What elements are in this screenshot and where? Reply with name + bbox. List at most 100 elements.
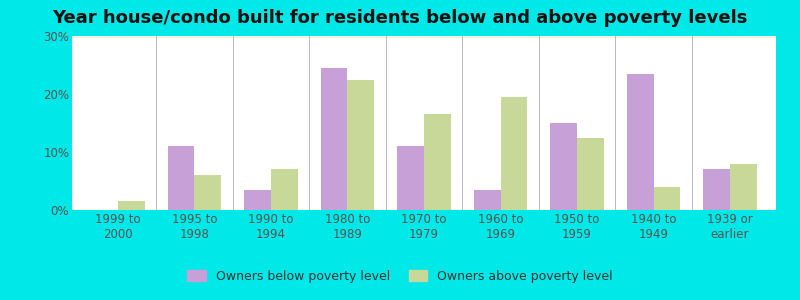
Bar: [72, 37, 776, 38]
Bar: [577, 137, 604, 210]
Bar: [72, 37, 776, 38]
Bar: [72, 36, 776, 37]
Bar: [72, 37, 776, 38]
Bar: [72, 36, 776, 37]
Bar: [72, 36, 776, 37]
Bar: [72, 37, 776, 38]
Bar: [72, 36, 776, 37]
Bar: [72, 36, 776, 37]
Bar: [424, 114, 450, 210]
Bar: [72, 36, 776, 37]
Bar: [72, 37, 776, 38]
Bar: [72, 37, 776, 38]
Bar: [72, 37, 776, 38]
Bar: [72, 37, 776, 38]
Bar: [72, 37, 776, 38]
Bar: [72, 37, 776, 38]
Bar: [72, 37, 776, 38]
Bar: [72, 37, 776, 38]
Bar: [72, 36, 776, 37]
Bar: [72, 37, 776, 38]
Bar: [72, 36, 776, 37]
Bar: [72, 36, 776, 37]
Bar: [72, 37, 776, 38]
Bar: [72, 37, 776, 38]
Bar: [72, 37, 776, 38]
Bar: [72, 36, 776, 37]
Bar: [72, 36, 776, 37]
Bar: [72, 37, 776, 38]
Bar: [474, 190, 501, 210]
Bar: [72, 37, 776, 38]
Bar: [72, 36, 776, 37]
Bar: [72, 36, 776, 37]
Bar: [72, 37, 776, 38]
Bar: [72, 36, 776, 37]
Bar: [72, 37, 776, 38]
Bar: [72, 36, 776, 37]
Bar: [72, 37, 776, 38]
Bar: [72, 36, 776, 37]
Bar: [72, 37, 776, 38]
Bar: [72, 37, 776, 38]
Bar: [72, 36, 776, 37]
Text: Year house/condo built for residents below and above poverty levels: Year house/condo built for residents bel…: [52, 9, 748, 27]
Bar: [72, 36, 776, 37]
Bar: [72, 36, 776, 37]
Bar: [72, 37, 776, 38]
Bar: [72, 36, 776, 37]
Bar: [72, 37, 776, 38]
Bar: [72, 37, 776, 38]
Bar: [501, 97, 527, 210]
Bar: [72, 36, 776, 37]
Bar: [72, 37, 776, 38]
Bar: [72, 37, 776, 38]
Bar: [72, 36, 776, 37]
Bar: [72, 37, 776, 38]
Bar: [72, 36, 776, 37]
Bar: [72, 37, 776, 38]
Bar: [72, 36, 776, 37]
Bar: [72, 37, 776, 38]
Bar: [72, 37, 776, 38]
Bar: [72, 36, 776, 37]
Bar: [703, 169, 730, 210]
Bar: [72, 36, 776, 37]
Bar: [271, 169, 298, 210]
Bar: [72, 37, 776, 38]
Bar: [72, 36, 776, 37]
Bar: [72, 37, 776, 38]
Bar: [72, 36, 776, 37]
Bar: [72, 36, 776, 37]
Bar: [72, 37, 776, 38]
Bar: [72, 36, 776, 37]
Bar: [72, 37, 776, 38]
Bar: [72, 37, 776, 38]
Bar: [72, 36, 776, 37]
Bar: [72, 37, 776, 38]
Bar: [72, 37, 776, 38]
Bar: [72, 36, 776, 37]
Bar: [72, 36, 776, 37]
Bar: [72, 36, 776, 37]
Bar: [72, 36, 776, 37]
Bar: [72, 37, 776, 38]
Bar: [72, 37, 776, 38]
Bar: [72, 37, 776, 38]
Bar: [72, 36, 776, 37]
Bar: [72, 36, 776, 37]
Bar: [72, 36, 776, 37]
Bar: [72, 36, 776, 37]
Bar: [72, 37, 776, 38]
Bar: [72, 36, 776, 37]
Bar: [72, 37, 776, 38]
Bar: [72, 36, 776, 37]
Bar: [72, 37, 776, 38]
Bar: [72, 36, 776, 37]
Bar: [72, 36, 776, 37]
Bar: [654, 187, 680, 210]
Bar: [72, 36, 776, 37]
Bar: [72, 37, 776, 38]
Bar: [72, 36, 776, 37]
Bar: [244, 190, 271, 210]
